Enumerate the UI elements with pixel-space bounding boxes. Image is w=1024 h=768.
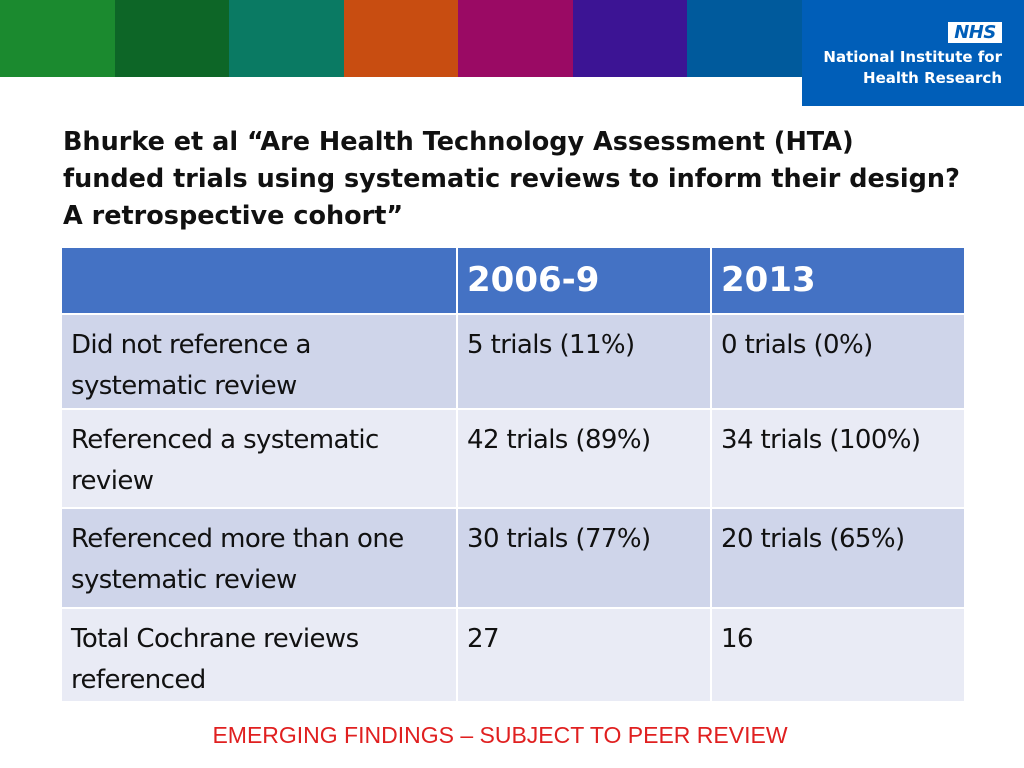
table-cell: 34 trials (100%) <box>710 408 966 509</box>
color-band-segment-2 <box>114 0 230 77</box>
table-cell: 27 <box>456 607 712 703</box>
table-header-cell: 2006-9 <box>456 246 712 315</box>
table-row: Did not reference a systematic review 5 … <box>60 313 966 410</box>
table-cell: 16 <box>710 607 966 703</box>
table-cell: 0 trials (0%) <box>710 313 966 410</box>
color-band-segment-5 <box>458 0 573 77</box>
color-band-segment-6 <box>572 0 688 77</box>
row-label-cell: Did not reference a systematic review <box>60 313 458 410</box>
nhs-logo-box: NHS <box>948 22 1002 43</box>
table-header-row: 2006-9 2013 <box>60 246 966 315</box>
row-label-cell: Referenced a systematic review <box>60 408 458 509</box>
row-label-cell: Referenced more than one systematic revi… <box>60 507 458 609</box>
table-cell: 20 trials (65%) <box>710 507 966 609</box>
peer-review-notice: EMERGING FINDINGS – SUBJECT TO PEER REVI… <box>212 722 788 748</box>
nihr-logo: NHS National Institute for Health Resear… <box>802 0 1024 106</box>
results-table: 2006-9 2013 Did not reference a systemat… <box>60 246 966 703</box>
color-band-segment-3 <box>229 0 344 77</box>
table-cell: 42 trials (89%) <box>456 408 712 509</box>
table-cell: 5 trials (11%) <box>456 313 712 410</box>
nihr-logo-line-1: National Institute for <box>823 48 1002 66</box>
table-cell: 30 trials (77%) <box>456 507 712 609</box>
table-header-cell <box>60 246 458 315</box>
color-band-segment-7 <box>687 0 803 77</box>
header-color-band <box>0 0 803 77</box>
table-row: Total Cochrane reviews referenced 27 16 <box>60 607 966 703</box>
table-header-cell: 2013 <box>710 246 966 315</box>
row-label-cell: Total Cochrane reviews referenced <box>60 607 458 703</box>
table-row: Referenced more than one systematic revi… <box>60 507 966 609</box>
color-band-segment-1 <box>0 0 115 77</box>
slide-title: Bhurke et al “Are Health Technology Asse… <box>63 127 960 231</box>
table-row: Referenced a systematic review 42 trials… <box>60 408 966 509</box>
color-band-segment-4 <box>343 0 459 77</box>
nihr-logo-line-2: Health Research <box>863 69 1002 87</box>
